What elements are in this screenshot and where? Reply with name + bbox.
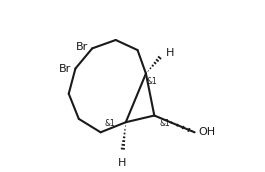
Text: OH: OH (198, 127, 215, 137)
Text: H: H (118, 158, 127, 168)
Text: &1: &1 (105, 119, 116, 128)
Text: Br: Br (76, 42, 88, 52)
Text: H: H (166, 48, 174, 58)
Text: &1: &1 (159, 119, 170, 128)
Text: &1: &1 (147, 77, 157, 86)
Text: Br: Br (59, 63, 71, 73)
